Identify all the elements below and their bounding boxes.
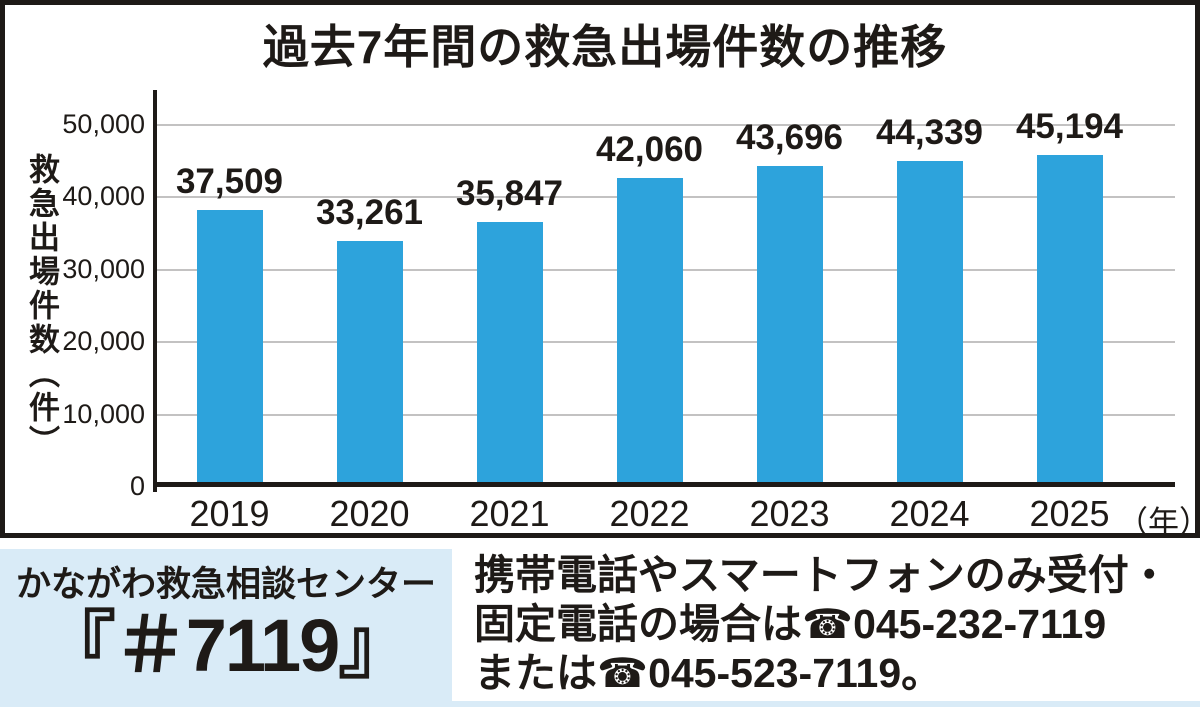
bottom-accent-strip	[0, 701, 1200, 707]
y-tick-label: 40,000	[62, 181, 145, 212]
y-tick-label: 0	[129, 471, 145, 501]
bar-value-label: 35,847	[455, 174, 564, 214]
y-axis-label: 救急出場件数（件）	[24, 153, 59, 459]
note-line-2: 固定電話の場合は☎045-232-7119	[474, 600, 1200, 649]
phone-icon: ☎	[802, 601, 854, 647]
bar-2020	[336, 241, 403, 482]
bar-column-2019: 37,509	[160, 125, 300, 482]
bar-2023	[756, 165, 823, 482]
phone-number-2: 045-523-7119	[648, 650, 902, 696]
x-tick-label-2021: 2021	[469, 493, 550, 534]
bar-column-2020: 33,261	[300, 125, 440, 482]
bar-2019	[196, 210, 263, 482]
bar-2024	[896, 161, 963, 482]
x-tick-label-2020: 2020	[329, 493, 410, 534]
x-axis-labels: 2019 2020 2021 2022 2023 2024 2025	[157, 493, 1175, 535]
chart-box: 過去7年間の救急出場件数の推移 救急出場件数（件） 50,000 40,000 30…	[0, 0, 1200, 540]
consultation-center-box: かながわ救急相談センター 『＃7119』	[0, 549, 452, 707]
bar-column-2024: 44,339	[860, 113, 1000, 482]
y-tick-label: 30,000	[62, 253, 145, 284]
bar-column-2021: 35,847	[440, 125, 580, 482]
consultation-center-name: かながわ救急相談センター	[15, 565, 436, 604]
x-tick-label-2024: 2024	[889, 493, 970, 534]
note-line-3-period: 。	[901, 650, 943, 696]
y-tick-label: 50,000	[62, 109, 145, 139]
bar-column-2025: 45,194	[1000, 107, 1140, 482]
note-line-3-text: または	[474, 650, 597, 696]
dial-code-7119: 『＃7119』	[41, 604, 413, 687]
chart-title: 過去7年間の救急出場件数の推移	[262, 21, 948, 73]
bar-column-2022: 42,060	[580, 125, 720, 482]
x-tick-label-2022: 2022	[609, 493, 690, 534]
bar-2022	[616, 177, 683, 482]
plot-area: 37,509 33,261 35,847 42,060 43,696 44,339 45,1…	[157, 107, 1175, 487]
x-tick-label-2019: 2019	[189, 493, 270, 534]
bar-column-2023: 43,696	[720, 118, 860, 482]
note-line-1: 携帯電話やスマートフォンのみ受付・	[474, 552, 1170, 598]
x-axis-unit-label: （年）	[1117, 505, 1200, 540]
bar-2025	[1036, 154, 1103, 482]
note-line-3: または☎045-523-7119。	[474, 649, 1200, 698]
gridline	[157, 124, 1175, 126]
bar-value-label: 45,194	[1015, 106, 1124, 146]
x-tick-label-2023: 2023	[749, 493, 830, 534]
phone-number-1: 045-232-7119	[853, 601, 1107, 647]
bar-value-label: 43,696	[735, 117, 844, 157]
phone-icon: ☎	[597, 650, 649, 696]
bar-value-label: 42,060	[595, 129, 704, 169]
note-line-2-text: 固定電話の場合は	[474, 601, 802, 647]
bar-2021	[476, 222, 543, 482]
bar-value-label: 44,339	[875, 113, 984, 152]
y-tick-label: 20,000	[62, 326, 145, 357]
y-axis-ticks: 50,000 40,000 30,000 20,000 10,000 0	[5, 5, 145, 543]
phone-note: 携帯電話やスマートフォンのみ受付・ 固定電話の場合は☎045-232-7119 …	[474, 551, 1200, 698]
bar-value-label: 37,509	[175, 162, 284, 202]
bar-value-label: 33,261	[315, 193, 424, 233]
x-tick-label-2025: 2025	[1029, 493, 1110, 534]
y-axis-line	[153, 90, 157, 492]
y-tick-label: 10,000	[62, 398, 145, 429]
